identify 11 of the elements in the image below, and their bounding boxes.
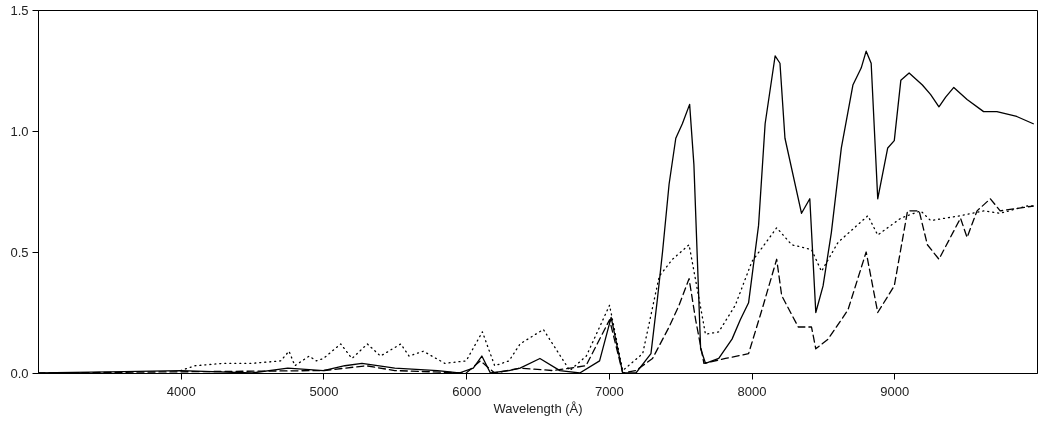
x-axis-title: Wavelength (Å): [493, 400, 583, 416]
y-tick-label: 1.5: [10, 2, 29, 18]
x-tick-label: 8000: [737, 383, 767, 399]
y-tick-label: 1.0: [10, 123, 29, 139]
x-tick-label: 9000: [880, 383, 910, 399]
x-tick-label: 4000: [166, 383, 196, 399]
x-tick-label: 5000: [309, 383, 339, 399]
y-tick-label: 0.5: [10, 244, 29, 260]
x-tick-label: 6000: [452, 383, 482, 399]
x-tick-label: 7000: [594, 383, 624, 399]
y-tick-label: 0.0: [10, 365, 29, 381]
